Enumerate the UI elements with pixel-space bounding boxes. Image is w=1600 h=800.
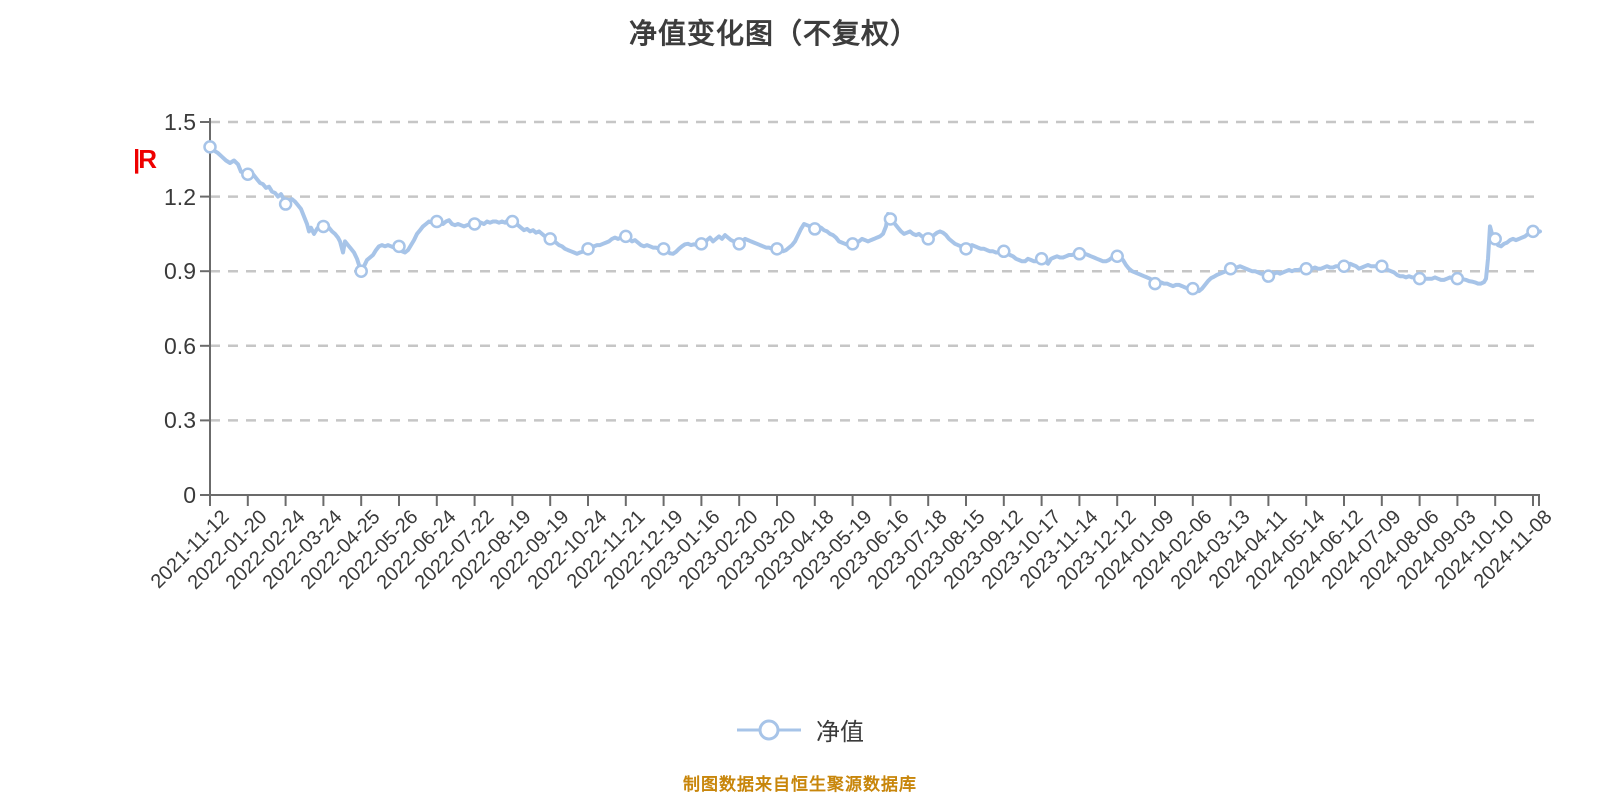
data-point-marker [808, 222, 822, 236]
legend-label: 净值 [816, 719, 864, 746]
data-point-marker [1148, 276, 1162, 291]
y-axis-label: 0.3 [164, 407, 196, 434]
data-point-marker [1186, 281, 1200, 296]
data-point-marker [619, 229, 633, 244]
data-point-marker [278, 197, 293, 211]
data-source-note: 制图数据来自恒生聚源数据库 [683, 775, 917, 794]
y-axis-label: 1.2 [164, 183, 196, 210]
net-value-line-chart [200, 118, 1542, 506]
data-point-marker [241, 167, 255, 181]
data-point-marker [467, 217, 482, 231]
data-point-marker [316, 219, 331, 234]
y-axis-label: 0.9 [164, 258, 196, 285]
data-point-marker [392, 239, 406, 254]
data-point-marker [1526, 224, 1540, 239]
data-point-marker [354, 264, 368, 278]
data-point-marker [1223, 261, 1238, 276]
data-point-marker [1375, 259, 1389, 273]
data-point-marker [543, 232, 557, 246]
data-point-marker [997, 244, 1011, 259]
data-point-marker [581, 242, 595, 256]
data-point-marker [1337, 259, 1351, 273]
chart-title: 净值变化图（不复权） [628, 18, 919, 49]
data-point-marker [1299, 261, 1313, 276]
data-point-marker [1072, 247, 1087, 261]
data-point-marker [1450, 271, 1465, 286]
y-axis-label: 0 [183, 482, 196, 508]
data-point-marker [1261, 269, 1276, 283]
red-watermark-mark: |R [133, 144, 157, 174]
data-point-marker [959, 242, 973, 256]
data-point-marker [1034, 252, 1049, 266]
data-point-marker [883, 212, 898, 226]
data-point-marker [770, 242, 784, 256]
y-axis-label: 1.5 [164, 109, 196, 135]
data-point-marker [430, 214, 444, 229]
data-point-marker [1412, 271, 1427, 286]
data-point-marker [845, 237, 860, 251]
y-axis-label: 0.6 [164, 332, 196, 359]
legend-line-marker-icon [737, 719, 801, 740]
data-point-marker [656, 242, 671, 256]
legend: 净值 [0, 712, 1600, 747]
data-point-marker [732, 237, 746, 251]
data-point-marker [1488, 232, 1502, 246]
data-point-marker [1110, 249, 1124, 264]
data-point-marker [505, 214, 520, 229]
data-point-marker [921, 232, 935, 246]
data-point-marker [203, 140, 217, 154]
data-point-marker [694, 237, 709, 251]
